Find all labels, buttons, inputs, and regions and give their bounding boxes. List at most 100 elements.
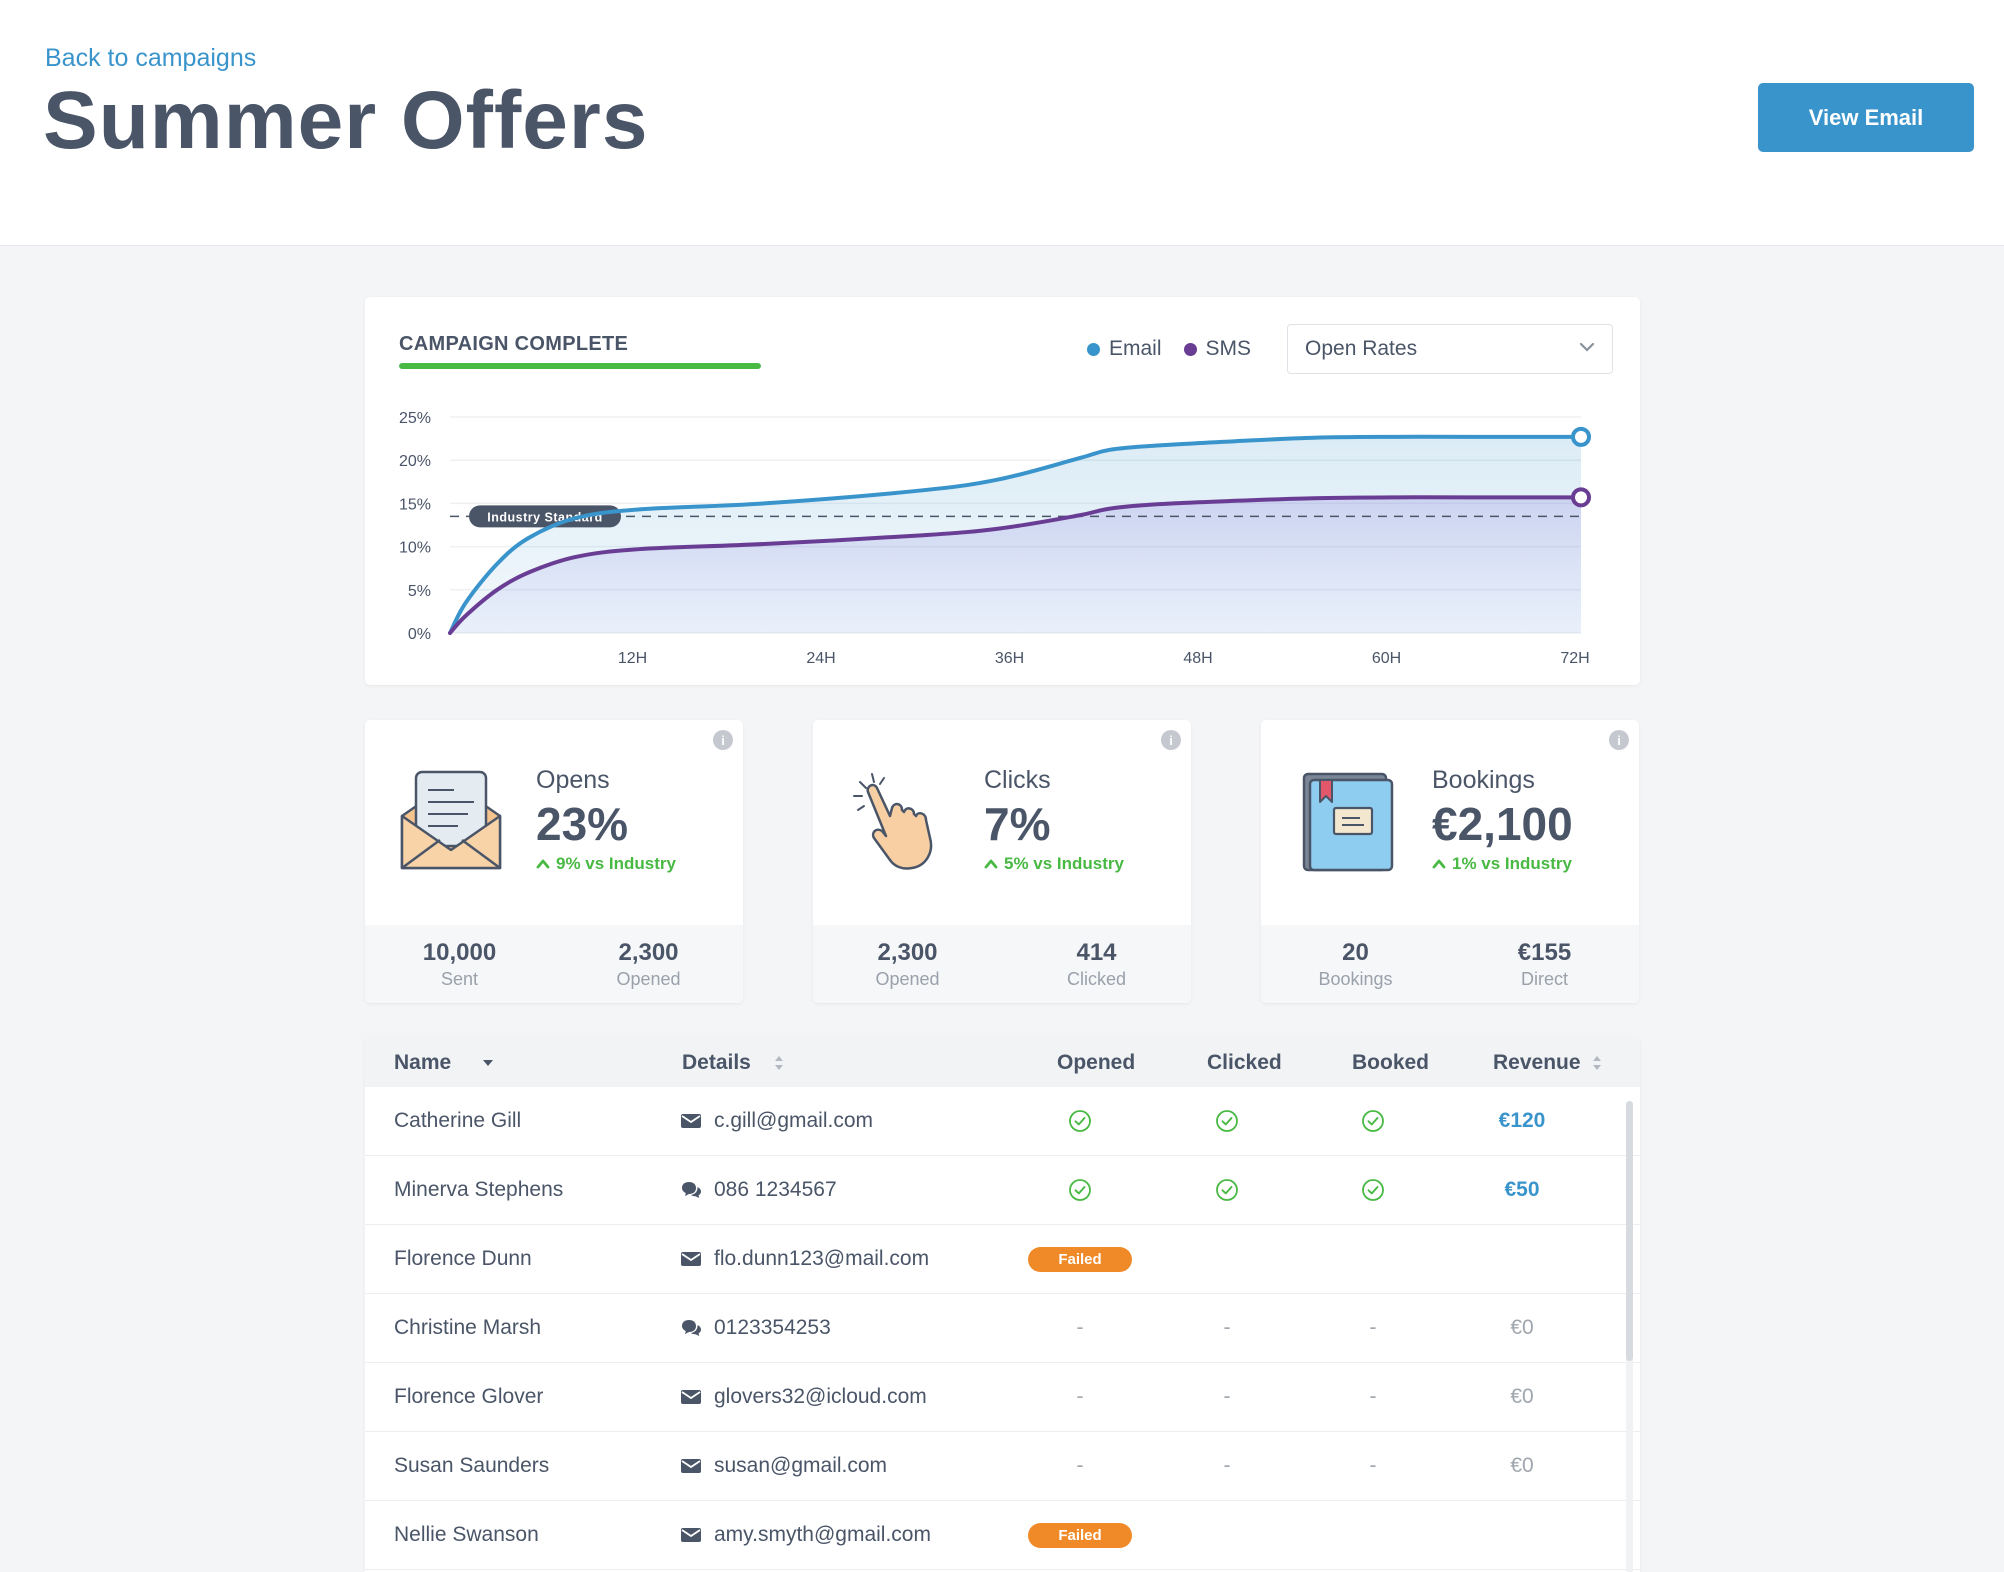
opened-cell: - (1015, 1432, 1145, 1500)
envelope-icon (680, 1526, 702, 1544)
x-tick-label: 48H (1183, 650, 1212, 667)
stat-footer-item: 414 Clicked (1002, 925, 1191, 1003)
clicked-cell: - (1162, 1294, 1292, 1362)
column-header-booked[interactable]: Booked (1352, 1051, 1429, 1075)
envelope-open-icon (398, 768, 504, 874)
campaign-chart-card: CAMPAIGN COMPLETE Email SMS Open Rates 0… (365, 297, 1640, 685)
column-header-revenue[interactable]: Revenue (1493, 1051, 1603, 1075)
stat-footer: 20 Bookings €155 Direct (1261, 925, 1639, 1003)
table-row[interactable]: Catherine Gill c.gill@gmail.com €120 (365, 1087, 1640, 1156)
stat-card-bookings: i Bookings €2,100 1% vs Industry 20 Book… (1261, 720, 1639, 1003)
area-sms (450, 497, 1581, 633)
stat-delta: 1% vs Industry (1432, 854, 1572, 874)
stat-footer: 10,000 Sent 2,300 Opened (365, 925, 743, 1003)
stat-value: 7% (984, 798, 1051, 850)
envelope-icon (680, 1112, 702, 1130)
arrow-up-icon (536, 859, 550, 869)
revenue-cell: €0 (1472, 1294, 1572, 1362)
campaign-progress-bar (399, 363, 761, 369)
info-icon[interactable]: i (713, 730, 733, 750)
stat-delta-text: 1% vs Industry (1452, 854, 1572, 873)
table-row[interactable]: Florence Glover glovers32@icloud.com - - - €0 (365, 1363, 1640, 1432)
empty-dash: - (1223, 1454, 1231, 1477)
legend-label-sms: SMS (1205, 337, 1252, 360)
column-header-label: Revenue (1493, 1051, 1581, 1074)
empty-dash: - (1076, 1385, 1084, 1408)
stat-footer: 2,300 Opened 414 Clicked (813, 925, 1191, 1003)
stat-footer-item: 20 Bookings (1261, 925, 1450, 1003)
series-line-sms (448, 495, 1583, 635)
chevron-down-icon (1578, 338, 1596, 362)
sort-desc-icon (483, 1060, 494, 1066)
column-header-label: Name (394, 1051, 452, 1074)
metric-select[interactable]: Open Rates (1287, 324, 1613, 374)
chat-icon (680, 1181, 702, 1199)
check-circle-icon (1068, 1109, 1092, 1133)
table-row[interactable]: Nellie Swanson amy.smyth@gmail.com Failed (365, 1501, 1640, 1570)
view-email-button[interactable]: View Email (1758, 83, 1974, 152)
revenue-value: €0 (1510, 1454, 1534, 1477)
table-row[interactable]: Florence Dunn flo.dunn123@mail.com Failed (365, 1225, 1640, 1294)
check-circle-icon (1068, 1178, 1092, 1202)
column-header-opened[interactable]: Opened (1057, 1051, 1135, 1075)
column-header-label: Details (682, 1051, 751, 1074)
recipient-details: flo.dunn123@mail.com (680, 1225, 929, 1293)
table-row[interactable]: Susan Saunders susan@gmail.com - - - €0 (365, 1432, 1640, 1501)
stat-footer-label: Bookings (1318, 969, 1393, 989)
stat-card-opens: i Opens 23% 9% vs Industry 10,000 Sent 2… (365, 720, 743, 1003)
stat-delta: 5% vs Industry (984, 854, 1124, 874)
table-row[interactable]: Christine Marsh 0123354253 - - - €0 (365, 1294, 1640, 1363)
sort-icon (774, 1056, 783, 1070)
recipient-details: glovers32@icloud.com (680, 1363, 927, 1431)
stat-footer-item: 2,300 Opened (554, 925, 743, 1003)
booked-cell: - (1308, 1294, 1438, 1362)
check-circle-icon (1361, 1109, 1385, 1133)
campaign-status-title: CAMPAIGN COMPLETE (399, 333, 629, 355)
recipient-name: Minerva Stephens (394, 1178, 564, 1201)
recipient-contact: glovers32@icloud.com (714, 1385, 927, 1408)
info-icon[interactable]: i (1161, 730, 1181, 750)
empty-dash: - (1369, 1316, 1377, 1339)
stat-footer-number: €155 (1517, 939, 1572, 966)
stat-footer-number: 414 (1076, 939, 1117, 966)
metric-select-value: Open Rates (1305, 337, 1418, 360)
column-header-label: Booked (1352, 1051, 1430, 1074)
recipient-contact: 086 1234567 (714, 1178, 837, 1201)
y-tick-label: 10% (399, 540, 431, 557)
column-header-clicked[interactable]: Clicked (1207, 1051, 1282, 1075)
empty-dash: - (1076, 1454, 1084, 1477)
pointer-hand-icon (846, 768, 952, 874)
stat-delta-text: 5% vs Industry (1004, 854, 1124, 873)
info-icon[interactable]: i (1609, 730, 1629, 750)
envelope-icon (680, 1250, 702, 1268)
check-circle-icon (1215, 1178, 1239, 1202)
page-header: Back to campaigns Summer Offers View Ema… (0, 0, 2004, 246)
table-header: Name Details Opened Clicked Booked Reven… (365, 1037, 1640, 1087)
column-header-details[interactable]: Details (682, 1051, 785, 1075)
scrollbar-thumb[interactable] (1626, 1101, 1633, 1361)
revenue-value: €50 (1504, 1178, 1540, 1201)
booked-cell: - (1308, 1363, 1438, 1431)
stat-footer-number: 2,300 (877, 939, 938, 966)
column-header-name[interactable]: Name (394, 1051, 495, 1075)
recipient-contact: amy.smyth@gmail.com (714, 1523, 931, 1546)
stat-footer-label: Opened (875, 969, 940, 989)
sort-icon (1592, 1056, 1601, 1070)
recipient-contact: c.gill@gmail.com (714, 1109, 874, 1132)
check-circle-icon (1361, 1178, 1385, 1202)
recipient-contact: flo.dunn123@mail.com (714, 1247, 930, 1270)
stat-label: Bookings (1432, 766, 1535, 794)
clicked-cell (1162, 1087, 1292, 1155)
back-to-campaigns-link[interactable]: Back to campaigns (45, 44, 257, 72)
stat-value: 23% (536, 798, 629, 850)
legend-item-email: Email (1087, 337, 1162, 361)
recipient-details: susan@gmail.com (680, 1432, 887, 1500)
stat-footer-item: 10,000 Sent (365, 925, 554, 1003)
clicked-cell: - (1162, 1363, 1292, 1431)
series-end-point-sms (1571, 487, 1591, 508)
stat-value: €2,100 (1432, 798, 1573, 850)
stat-footer-number: 10,000 (422, 939, 497, 966)
table-row[interactable]: Minerva Stephens 086 1234567 €50 (365, 1156, 1640, 1225)
empty-dash: - (1369, 1454, 1377, 1477)
status-cell: Failed (1015, 1501, 1145, 1569)
